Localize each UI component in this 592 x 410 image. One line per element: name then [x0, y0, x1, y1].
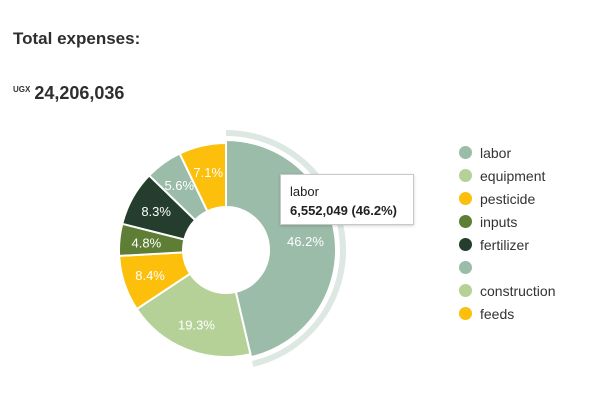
legend-swatch — [459, 284, 472, 297]
legend-item-unnamed[interactable] — [459, 256, 555, 279]
slice-feeds[interactable] — [178, 141, 227, 213]
slice-label: 7.1% — [193, 165, 223, 180]
legend-label: equipment — [480, 167, 546, 184]
legend-swatch — [459, 215, 472, 228]
legend-item-construction[interactable]: construction — [459, 279, 555, 302]
chart-title: Total expenses: — [13, 29, 141, 48]
slice-label: 46.2% — [287, 234, 324, 249]
slice-label: 8.3% — [141, 204, 171, 219]
chart-legend: labor equipment pesticide inputs fertilizer c… — [459, 141, 555, 325]
legend-label: pesticide — [480, 190, 536, 207]
chart-tooltip: labor 6,552,049 (46.2%) — [280, 174, 414, 225]
tooltip-title: labor — [290, 184, 319, 199]
slice-label: 19.3% — [178, 317, 215, 332]
legend-item-labor[interactable]: labor — [459, 141, 555, 164]
legend-item-equipment[interactable]: equipment — [459, 164, 555, 187]
legend-swatch — [459, 169, 472, 182]
legend-item-fertilizer[interactable]: fertilizer — [459, 233, 555, 256]
total-amount: UGX 24,206,036 — [13, 83, 124, 104]
legend-swatch — [459, 261, 472, 274]
slice-label: 5.6% — [164, 178, 194, 193]
legend-swatch — [459, 146, 472, 159]
legend-item-inputs[interactable]: inputs — [459, 210, 555, 233]
legend-item-pesticide[interactable]: pesticide — [459, 187, 555, 210]
slice-label: 8.4% — [135, 268, 165, 283]
currency-code: UGX — [13, 85, 31, 94]
legend-label: labor — [480, 144, 512, 161]
legend-label: construction — [480, 282, 556, 299]
amount-value: 24,206,036 — [34, 83, 125, 103]
legend-label: fertilizer — [480, 236, 530, 253]
legend-label: feeds — [480, 305, 515, 322]
slice-label: 4.8% — [132, 235, 162, 250]
legend-item-feeds[interactable]: feeds — [459, 302, 555, 325]
tooltip-value: 6,552,049 (46.2%) — [290, 203, 397, 218]
legend-swatch — [459, 307, 472, 320]
legend-label: inputs — [480, 213, 518, 230]
legend-swatch — [459, 238, 472, 251]
slice-equipment[interactable] — [135, 272, 252, 358]
legend-swatch — [459, 192, 472, 205]
